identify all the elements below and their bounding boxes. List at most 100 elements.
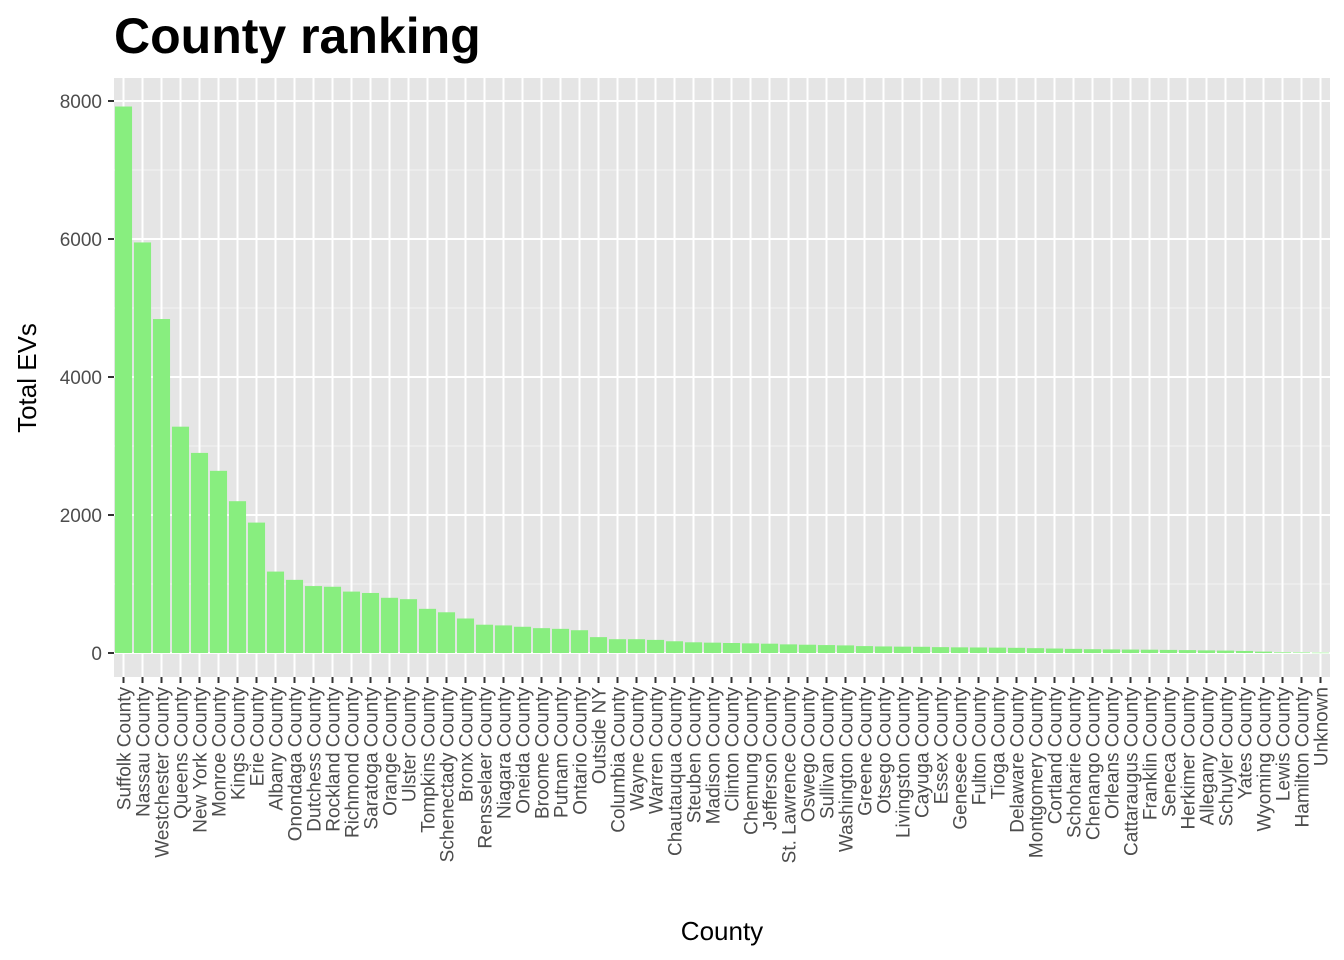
x-tick-label: Orleans County bbox=[1103, 687, 1124, 820]
bar bbox=[1026, 648, 1045, 653]
bar bbox=[646, 639, 665, 653]
x-tick-label: Essex County bbox=[932, 687, 953, 805]
bar bbox=[931, 647, 950, 653]
x-tick-label: Outside NY bbox=[590, 687, 611, 784]
x-tick-label: Ontario County bbox=[571, 687, 592, 815]
x-tick-label: Chemung County bbox=[742, 687, 763, 835]
bar bbox=[893, 646, 912, 653]
y-tick-label: 4000 bbox=[60, 368, 102, 389]
x-tick-label: New York County bbox=[191, 687, 212, 833]
x-axis-title: County bbox=[681, 916, 763, 946]
x-tick-label: Allegany County bbox=[1198, 687, 1219, 826]
x-tick-label: Otsego County bbox=[875, 687, 896, 814]
bar bbox=[1121, 649, 1140, 653]
bar bbox=[570, 630, 589, 653]
bar bbox=[589, 637, 608, 653]
bar bbox=[209, 470, 228, 653]
x-tick-label: Onondaga County bbox=[286, 687, 307, 842]
x-tick-label: Monroe County bbox=[210, 687, 231, 817]
bar bbox=[608, 639, 627, 653]
bar bbox=[1159, 649, 1178, 653]
bar bbox=[171, 426, 190, 653]
bar bbox=[1007, 647, 1026, 653]
bar bbox=[950, 647, 969, 653]
bar bbox=[969, 647, 988, 653]
x-tick-label: Kings County bbox=[229, 687, 250, 801]
x-tick-label: Tompkins County bbox=[419, 687, 440, 833]
x-tick-label: Cortland County bbox=[1046, 687, 1067, 825]
bar bbox=[114, 106, 133, 653]
x-tick-label: Rockland County bbox=[324, 687, 345, 832]
bar bbox=[836, 645, 855, 653]
y-axis: 0 2000 4000 6000 8000 bbox=[60, 92, 114, 665]
x-tick-label: Chenango County bbox=[1084, 687, 1105, 841]
x-tick-label: Queens County bbox=[172, 687, 193, 820]
bars bbox=[114, 106, 1330, 654]
x-tick-label: Unknown bbox=[1312, 687, 1333, 766]
chart-title: County ranking bbox=[114, 8, 481, 64]
x-tick-label: Dutchess County bbox=[305, 687, 326, 832]
x-tick-label: Warren County bbox=[647, 687, 668, 815]
bar bbox=[1197, 650, 1216, 653]
x-tick-label: Wayne County bbox=[628, 687, 649, 811]
bar bbox=[399, 599, 418, 653]
bar bbox=[456, 618, 475, 653]
x-tick-label: Tioga County bbox=[989, 687, 1010, 800]
x-tick-label: Nassau County bbox=[134, 687, 155, 817]
x-tick-label: Seneca County bbox=[1160, 687, 1181, 817]
bar bbox=[1064, 648, 1083, 653]
x-tick-label: Steuben County bbox=[685, 687, 706, 824]
bar bbox=[513, 626, 532, 653]
bar bbox=[152, 319, 171, 653]
bar bbox=[475, 624, 494, 653]
x-tick-label: Genesee County bbox=[951, 687, 972, 830]
x-tick-label: Greene County bbox=[856, 687, 877, 816]
x-tick-label: Yates County bbox=[1236, 687, 1257, 800]
bar bbox=[1254, 651, 1273, 653]
bar bbox=[1273, 652, 1292, 653]
y-axis-title: Total EVs bbox=[12, 323, 42, 433]
x-tick-label: Delaware County bbox=[1008, 687, 1029, 833]
bar bbox=[133, 242, 152, 653]
x-tick-label: Sullivan County bbox=[818, 687, 839, 820]
x-tick-label: Livingston County bbox=[894, 687, 915, 839]
x-tick-label: Schoharie County bbox=[1065, 687, 1086, 839]
x-tick-label: Westchester County bbox=[153, 687, 174, 858]
bar bbox=[190, 452, 209, 653]
bar bbox=[1083, 649, 1102, 653]
x-tick-label: Fulton County bbox=[970, 687, 991, 806]
x-tick-label: Schenectady County bbox=[438, 687, 459, 863]
bar bbox=[1235, 650, 1254, 653]
x-tick-label: Erie County bbox=[248, 687, 269, 787]
y-tick-label: 8000 bbox=[60, 92, 102, 113]
bar bbox=[1140, 649, 1159, 653]
bar bbox=[779, 644, 798, 653]
bar bbox=[494, 625, 513, 653]
bar bbox=[551, 628, 570, 653]
y-tick-label: 2000 bbox=[60, 506, 102, 527]
bar bbox=[817, 645, 836, 653]
x-tick-label: Lewis County bbox=[1274, 687, 1295, 802]
x-tick-label: Putnam County bbox=[552, 687, 573, 818]
x-tick-label: St. Lawrence County bbox=[780, 687, 801, 864]
bar bbox=[285, 579, 304, 653]
bar bbox=[1292, 652, 1311, 653]
bar bbox=[1178, 650, 1197, 653]
bar bbox=[228, 501, 247, 653]
x-tick-label: Cayuga County bbox=[913, 687, 934, 818]
x-tick-label: Cattaraugus County bbox=[1122, 687, 1143, 856]
x-tick-label: Rensselaer County bbox=[476, 687, 497, 849]
bar bbox=[247, 522, 266, 653]
bar bbox=[532, 628, 551, 653]
grid-minor bbox=[114, 169, 1330, 585]
bar bbox=[912, 646, 931, 653]
bar bbox=[304, 586, 323, 653]
bar bbox=[437, 612, 456, 653]
bar bbox=[874, 646, 893, 653]
x-tick-label: Saratoga County bbox=[362, 687, 383, 830]
bar bbox=[418, 608, 437, 653]
x-tick-label: Bronx County bbox=[457, 687, 478, 803]
x-tick-label: Broome County bbox=[533, 687, 554, 820]
